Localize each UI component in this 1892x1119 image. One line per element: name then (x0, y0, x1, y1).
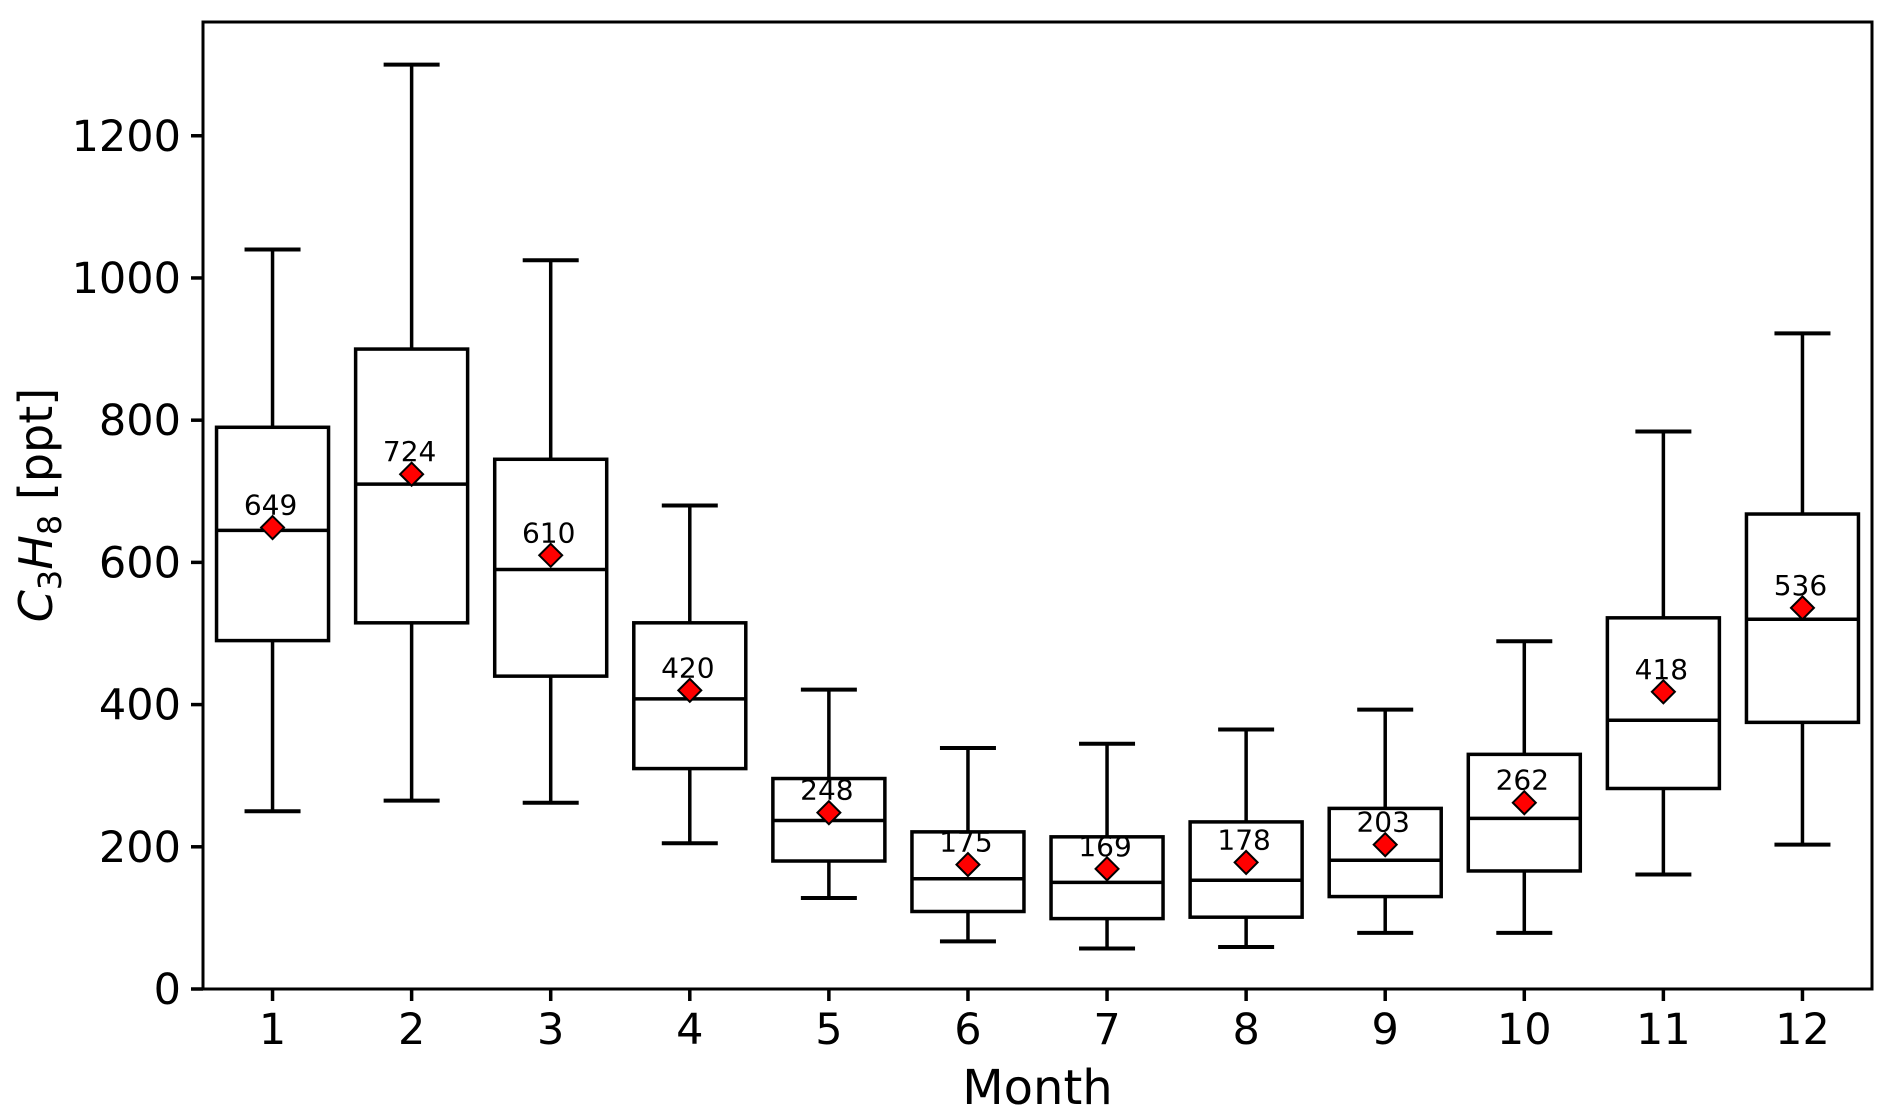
y-tick-label-1000: 1000 (72, 254, 181, 304)
mean-label-month-11: 418 (1635, 653, 1688, 686)
x-tick-label-12: 12 (1775, 1005, 1830, 1055)
x-tick-label-2: 2 (398, 1005, 425, 1055)
y-tick-label-600: 600 (99, 538, 181, 588)
mean-label-month-10: 262 (1496, 764, 1549, 797)
y-tick-label-800: 800 (99, 396, 181, 446)
mean-marker-month-6 (955, 851, 981, 878)
y-tick-label-0: 0 (154, 965, 181, 1015)
x-tick-label-4: 4 (676, 1005, 703, 1055)
x-tick-label-1: 1 (259, 1005, 286, 1055)
mean-marker-month-11 (1650, 678, 1677, 705)
mean-marker-month-9 (1372, 831, 1399, 858)
mean-marker-month-2 (398, 461, 425, 488)
mean-marker-month-1 (259, 514, 286, 541)
box-month-8 (1188, 820, 1304, 919)
x-tick-label-8: 8 (1232, 1005, 1259, 1055)
x-axis-label: Month (962, 1060, 1112, 1116)
mean-marker-month-5 (815, 799, 842, 826)
mean-marker-month-7 (1094, 855, 1120, 882)
mean-label-month-1: 649 (244, 489, 297, 522)
mean-label-month-9: 203 (1356, 806, 1409, 839)
mean-label-month-6: 175 (939, 826, 992, 859)
mean-label-month-2: 724 (383, 435, 436, 468)
y-tick-label-1200: 1200 (72, 112, 181, 162)
mean-label-month-12: 536 (1774, 569, 1827, 602)
mean-label-month-7: 169 (1078, 830, 1131, 863)
x-tick-label-5: 5 (815, 1005, 842, 1055)
y-axis-label: C3H8 [ppt] (9, 388, 69, 622)
mean-label-month-4: 420 (661, 651, 714, 684)
y-tick-label-400: 400 (99, 681, 181, 731)
mean-marker-month-10 (1511, 789, 1538, 816)
x-tick-label-7: 7 (1093, 1005, 1120, 1055)
mean-marker-month-4 (676, 677, 703, 704)
x-tick-label-9: 9 (1372, 1005, 1399, 1055)
y-tick-label-200: 200 (99, 823, 181, 873)
mean-marker-month-8 (1233, 849, 1260, 876)
mean-marker-month-12 (1789, 594, 1816, 621)
plot-frame (201, 20, 1874, 991)
x-tick-label-11: 11 (1636, 1005, 1691, 1055)
x-tick-label-3: 3 (537, 1005, 564, 1055)
mean-label-month-8: 178 (1217, 823, 1270, 856)
mean-marker-month-3 (537, 542, 564, 569)
mean-label-month-3: 610 (522, 516, 575, 549)
x-tick-label-10: 10 (1497, 1005, 1552, 1055)
x-tick-label-6: 6 (954, 1005, 981, 1055)
mean-label-month-5: 248 (800, 774, 853, 807)
